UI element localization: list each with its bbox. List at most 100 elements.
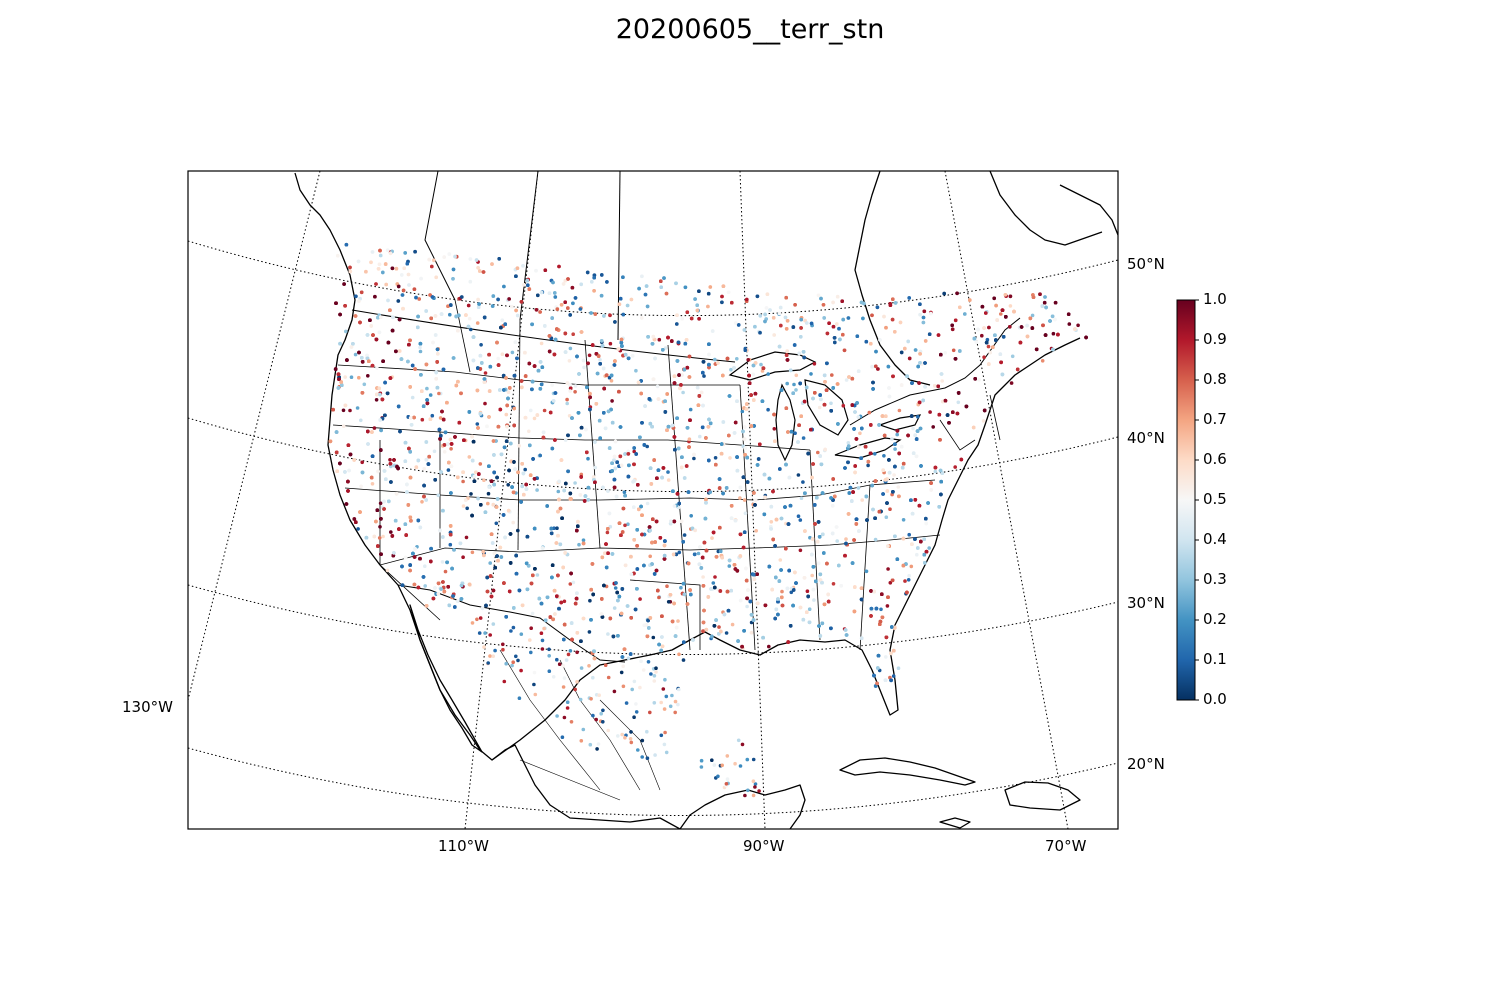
station-point (423, 564, 427, 568)
station-point (770, 587, 774, 592)
station-point (748, 599, 753, 604)
station-point (535, 488, 539, 492)
station-point (383, 413, 387, 418)
station-point (818, 578, 823, 582)
station-point (452, 548, 456, 552)
station-point (481, 550, 486, 554)
lake-erie (834, 437, 902, 459)
station-point (909, 498, 913, 503)
station-point (724, 631, 729, 635)
station-point (747, 381, 752, 386)
station-point (408, 563, 413, 567)
station-point (896, 485, 901, 489)
station-point (388, 376, 393, 380)
station-point (506, 508, 511, 513)
station-point (374, 398, 379, 402)
station-point (339, 380, 344, 384)
station-point (594, 352, 599, 356)
station-point (1076, 323, 1080, 328)
station-point (476, 426, 480, 430)
station-point (895, 432, 899, 437)
station-point (482, 377, 487, 381)
station-point (844, 633, 849, 637)
station-point (672, 519, 677, 524)
station-point (745, 604, 749, 609)
station-point (652, 572, 657, 576)
station-point (634, 368, 638, 373)
station-point (594, 402, 599, 406)
station-point (366, 374, 370, 378)
station-point (523, 467, 527, 472)
station-point (425, 398, 429, 402)
station-point (626, 522, 630, 526)
station-point (806, 451, 810, 456)
station-point (436, 493, 441, 498)
station-point (612, 458, 616, 463)
station-point (801, 617, 806, 622)
station-point (812, 362, 817, 366)
station-point (829, 401, 833, 406)
station-point (379, 448, 383, 452)
station-point (665, 428, 669, 433)
station-point (536, 368, 541, 373)
station-point (578, 433, 582, 438)
station-point (588, 395, 592, 400)
station-point (568, 389, 572, 393)
station-point (462, 438, 466, 443)
station-point (747, 373, 751, 378)
station-point (657, 595, 661, 600)
station-point (923, 561, 927, 565)
station-point (438, 416, 443, 420)
station-point (659, 648, 663, 653)
station-point (905, 590, 909, 595)
station-point (609, 379, 614, 383)
station-point (924, 521, 928, 526)
station-point (704, 497, 708, 502)
station-point (854, 437, 859, 441)
station-point (495, 554, 499, 558)
station-point (614, 494, 619, 499)
station-point (441, 535, 445, 539)
station-point (541, 430, 546, 435)
station-point (581, 616, 586, 621)
station-point (376, 469, 380, 474)
station-point (749, 620, 754, 625)
station-point (388, 308, 392, 313)
station-point (426, 462, 431, 466)
station-point (387, 499, 391, 504)
station-point (512, 406, 516, 411)
station-point (539, 341, 544, 346)
station-point (792, 343, 797, 347)
station-point (370, 482, 375, 486)
station-point (608, 616, 613, 621)
station-point (938, 438, 942, 442)
station-point (365, 356, 370, 361)
station-point (680, 455, 684, 460)
station-point (677, 373, 681, 377)
station-point (835, 539, 839, 543)
station-point (666, 478, 671, 482)
station-point (919, 464, 923, 468)
station-point (470, 458, 475, 463)
station-point (647, 525, 652, 529)
station-point (538, 360, 543, 364)
station-point (562, 637, 566, 642)
station-point (349, 375, 354, 380)
station-point (523, 415, 528, 420)
station-point (440, 560, 445, 564)
station-point (763, 495, 767, 500)
station-point (783, 505, 787, 509)
station-point (884, 414, 888, 419)
station-point (1009, 381, 1014, 385)
station-point (741, 545, 746, 550)
station-point (753, 361, 758, 365)
station-point (447, 603, 452, 608)
station-point (685, 602, 690, 606)
station-point (568, 386, 573, 391)
station-point (914, 437, 919, 441)
station-point (713, 585, 717, 590)
station-point (811, 396, 815, 401)
station-point (649, 482, 654, 486)
station-point (812, 598, 816, 602)
station-point (670, 619, 675, 624)
